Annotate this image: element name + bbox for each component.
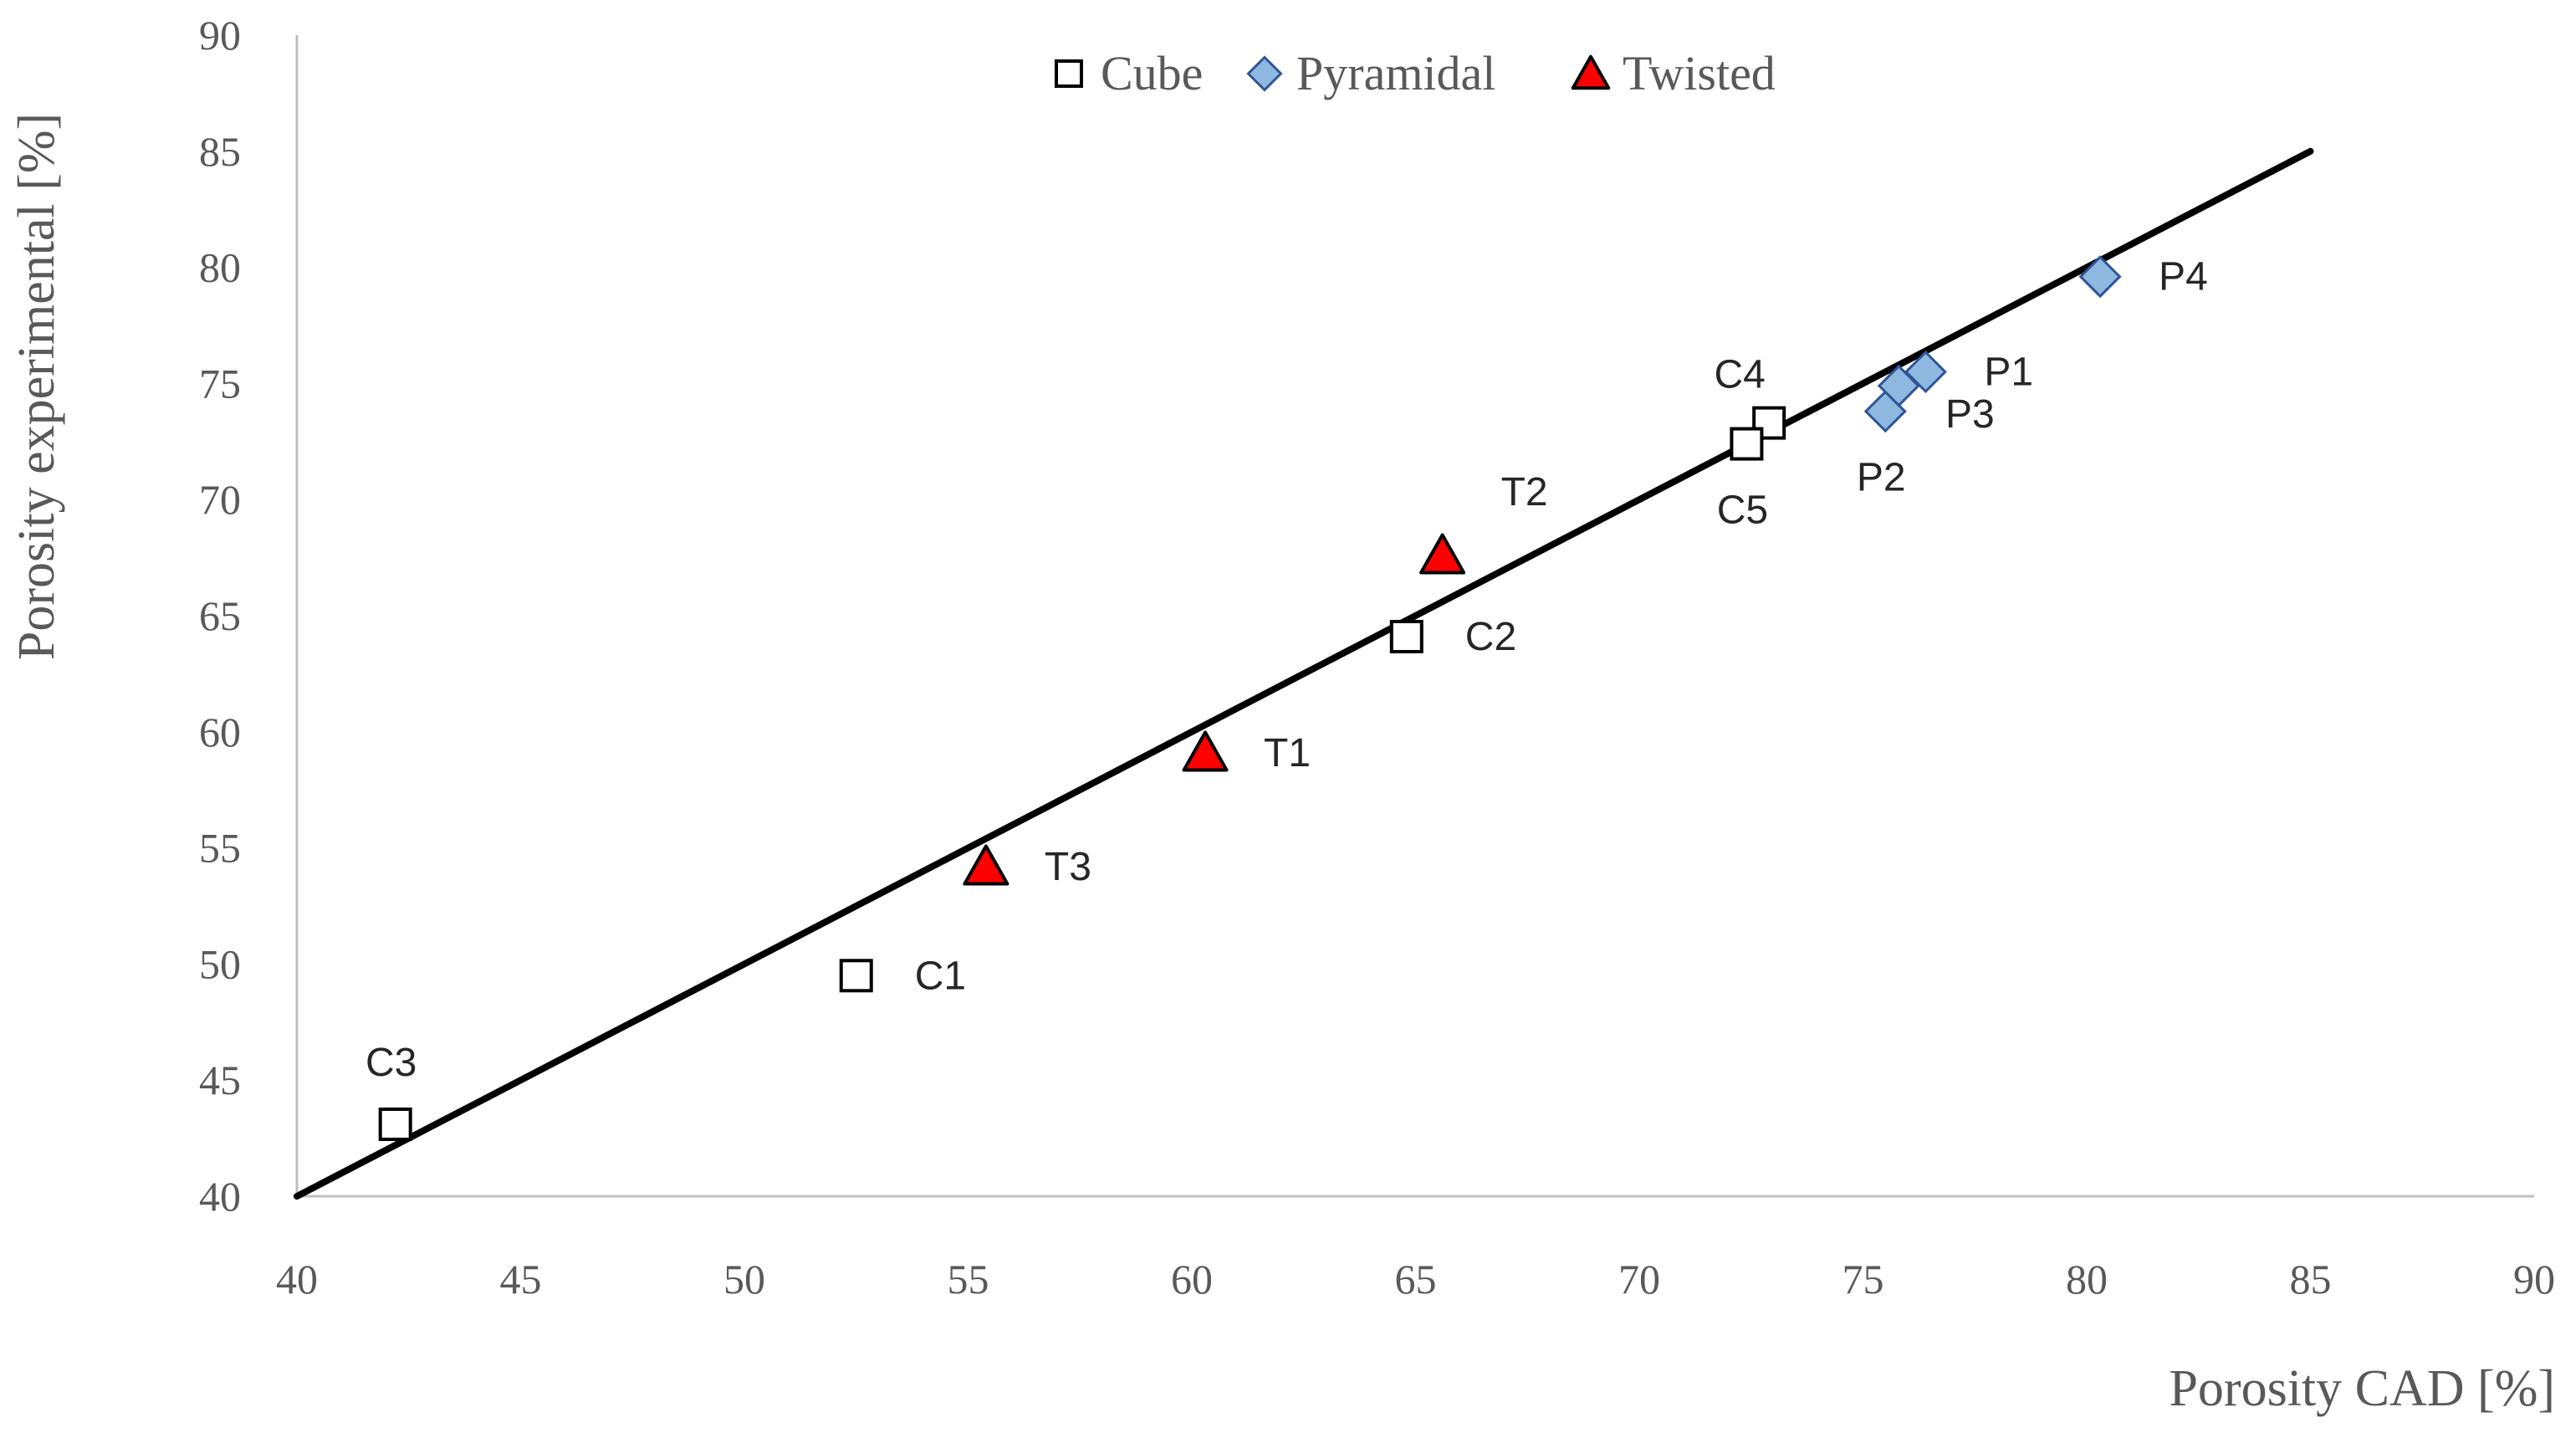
- series-pyramidal: [1863, 255, 2122, 433]
- legend-marker-cube: [1055, 59, 1083, 88]
- x-tick-label: 75: [1843, 1256, 1884, 1302]
- point-labels: C1 C2 C3 C4 C5 P1 P2 P3 P4 T1 T2 T3: [365, 255, 2208, 1085]
- x-tick-label: 50: [723, 1256, 765, 1302]
- y-tick-label: 60: [199, 709, 241, 755]
- point-label-p4: P4: [2159, 255, 2208, 299]
- y-tick-label: 90: [199, 12, 241, 59]
- data-point-c1: [839, 959, 873, 993]
- point-label-c2: C2: [1465, 615, 1516, 659]
- y-tick-label: 45: [199, 1057, 241, 1103]
- x-tick-label: 90: [2513, 1256, 2555, 1302]
- y-tick-labels: 40 45 50 55 60 65 70 75 80 85 90: [199, 12, 241, 1220]
- x-tick-label: 55: [948, 1256, 989, 1302]
- y-tick-label: 80: [199, 244, 241, 291]
- data-point-t2: [1419, 533, 1466, 575]
- legend: Cube Pyramidal Twisted: [1055, 46, 1776, 100]
- x-tick-label: 45: [500, 1256, 542, 1302]
- point-label-c1: C1: [915, 954, 966, 998]
- x-tick-label: 80: [2066, 1256, 2108, 1302]
- point-label-p3: P3: [1945, 392, 1995, 437]
- legend-label-cube: Cube: [1101, 46, 1203, 100]
- x-tick-label: 65: [1395, 1256, 1437, 1302]
- series-cube: [378, 406, 1786, 1141]
- data-point-c2: [1389, 619, 1423, 653]
- legend-label-pyramidal: Pyramidal: [1296, 46, 1495, 100]
- y-tick-label: 75: [199, 360, 241, 407]
- point-label-t3: T3: [1045, 845, 1091, 889]
- data-point-c5: [1730, 427, 1764, 461]
- point-label-t1: T1: [1264, 731, 1311, 775]
- data-point-p4: [2078, 255, 2122, 299]
- series-twisted: [963, 533, 1466, 886]
- legend-item-twisted: Twisted: [1571, 46, 1776, 100]
- y-axis-title: Porosity experimental [%]: [8, 113, 65, 660]
- point-label-c5: C5: [1717, 489, 1768, 533]
- x-tick-label: 40: [276, 1256, 318, 1302]
- legend-item-cube: Cube: [1055, 46, 1203, 100]
- legend-item-pyramidal: Pyramidal: [1246, 46, 1495, 100]
- y-tick-label: 40: [199, 1173, 241, 1220]
- x-tick-label: 60: [1171, 1256, 1213, 1302]
- y-tick-label: 50: [199, 940, 241, 987]
- y-tick-label: 85: [199, 128, 241, 175]
- data-point-c3: [378, 1107, 412, 1141]
- point-label-t2: T2: [1501, 470, 1548, 514]
- point-label-c3: C3: [365, 1041, 417, 1085]
- data-points: [378, 255, 2122, 1141]
- y-tick-label: 65: [199, 592, 241, 639]
- x-axis-title: Porosity CAD [%]: [2169, 1360, 2555, 1417]
- point-label-p1: P1: [1984, 351, 2033, 395]
- data-point-p3: [1877, 364, 1920, 407]
- x-tick-labels: 40 45 50 55 60 65 70 75 80 85 90: [276, 1256, 2555, 1302]
- x-tick-label: 70: [1618, 1256, 1660, 1302]
- point-label-p2: P2: [1857, 456, 1906, 500]
- legend-marker-pyramidal: [1246, 55, 1283, 92]
- y-tick-label: 70: [199, 476, 241, 523]
- legend-label-twisted: Twisted: [1623, 46, 1776, 100]
- data-point-t1: [1182, 730, 1229, 772]
- y-tick-label: 55: [199, 825, 241, 872]
- legend-marker-twisted: [1571, 54, 1611, 90]
- data-point-t3: [963, 844, 1009, 886]
- reference-line: [294, 147, 2314, 1200]
- x-tick-label: 85: [2290, 1256, 2332, 1302]
- point-label-c4: C4: [1714, 353, 1765, 397]
